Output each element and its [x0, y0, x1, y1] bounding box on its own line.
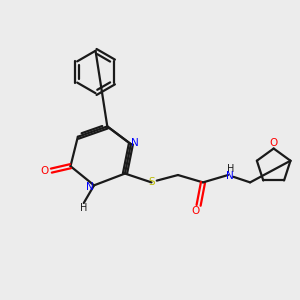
Text: H: H	[80, 203, 87, 213]
Text: H: H	[227, 164, 235, 174]
Text: O: O	[191, 206, 200, 216]
Text: O: O	[269, 138, 278, 148]
Text: N: N	[131, 138, 139, 148]
Text: O: O	[41, 166, 49, 176]
Text: N: N	[86, 182, 94, 192]
Text: S: S	[149, 177, 155, 188]
Text: N: N	[226, 172, 233, 182]
